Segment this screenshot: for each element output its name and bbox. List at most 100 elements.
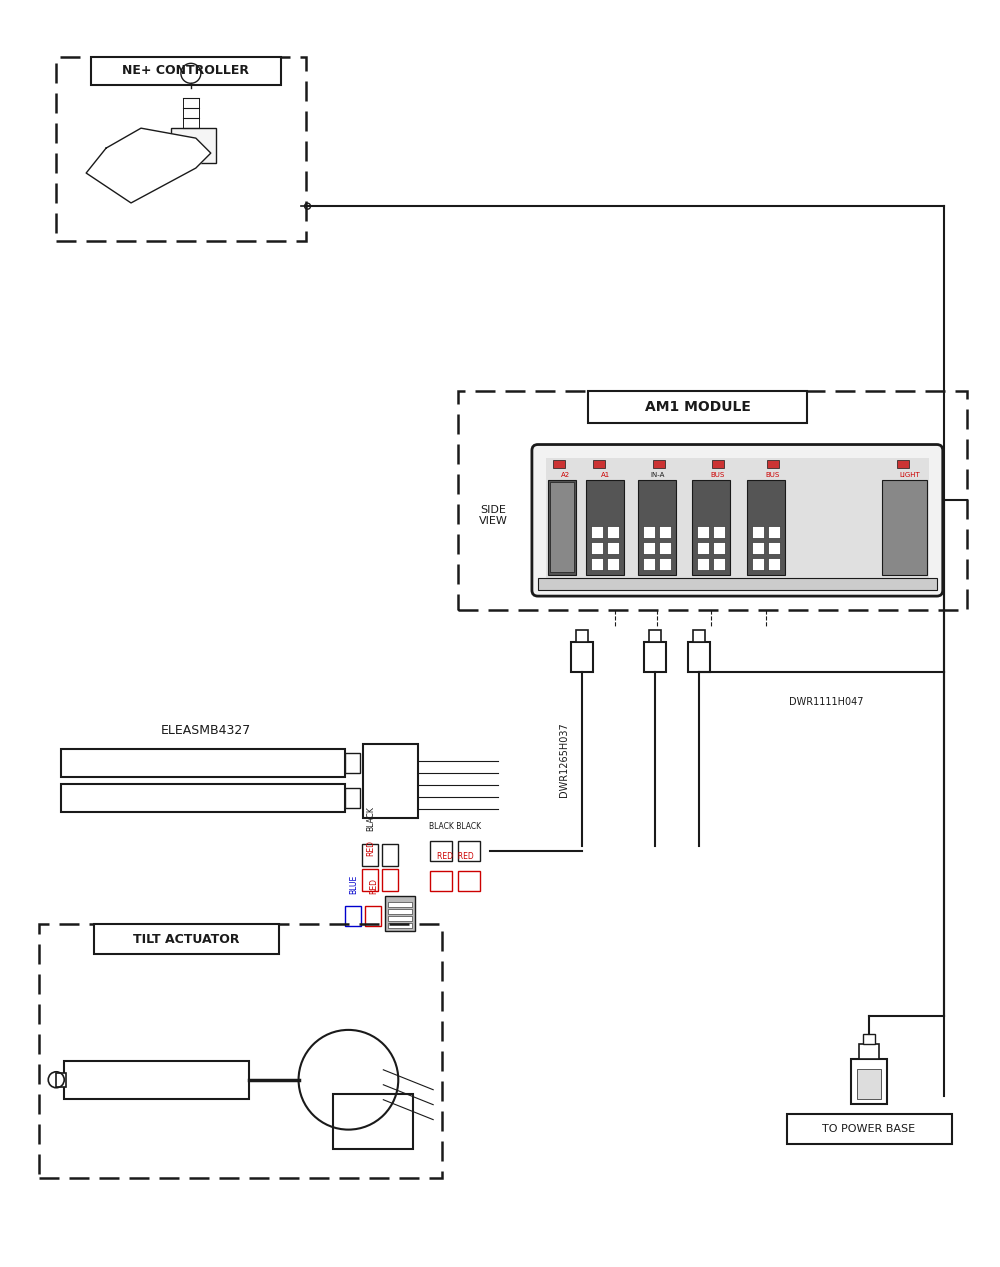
Bar	[553, 460, 565, 469]
Bar	[458, 841, 480, 862]
Bar	[576, 630, 588, 642]
Bar	[863, 1034, 875, 1044]
Text: RED: RED	[369, 878, 378, 895]
Bar	[697, 526, 709, 538]
Bar	[768, 526, 780, 538]
Bar	[64, 1060, 249, 1098]
Bar	[382, 869, 398, 891]
Bar	[571, 642, 593, 672]
Bar	[752, 526, 764, 538]
Text: AM1 MODULE: AM1 MODULE	[645, 399, 750, 413]
Bar	[362, 844, 378, 867]
Text: TO POWER BASE: TO POWER BASE	[822, 1124, 916, 1134]
Bar	[591, 559, 603, 570]
Text: SIDE
VIEW: SIDE VIEW	[479, 504, 507, 526]
Text: LIGHT: LIGHT	[899, 473, 920, 479]
Text: BLACK BLACK: BLACK BLACK	[429, 822, 481, 831]
Text: A1: A1	[601, 473, 610, 479]
Bar	[649, 630, 661, 642]
Bar	[94, 924, 279, 954]
Bar	[638, 480, 676, 575]
Bar	[607, 526, 619, 538]
Bar	[712, 460, 724, 469]
Bar	[591, 542, 603, 554]
Bar	[56, 57, 306, 241]
Bar	[713, 526, 725, 538]
Bar	[388, 902, 412, 907]
Bar	[458, 872, 480, 891]
Bar	[692, 480, 730, 575]
Bar	[859, 1044, 879, 1059]
Text: DWR1111H047: DWR1111H047	[789, 697, 864, 707]
Bar	[430, 841, 452, 862]
Bar	[546, 459, 929, 582]
Bar	[388, 916, 412, 921]
Bar	[345, 788, 360, 807]
Bar	[693, 630, 705, 642]
FancyBboxPatch shape	[532, 445, 943, 595]
Bar	[388, 924, 412, 929]
Bar	[897, 460, 909, 469]
Bar	[768, 559, 780, 570]
Bar	[747, 480, 785, 575]
Bar	[659, 526, 671, 538]
Bar	[607, 542, 619, 554]
Bar	[550, 483, 574, 573]
Bar	[345, 753, 360, 773]
Text: A2: A2	[561, 473, 570, 479]
Bar	[752, 542, 764, 554]
Text: ELEASMB4327: ELEASMB4327	[161, 723, 251, 736]
Bar	[643, 559, 655, 570]
Bar	[851, 1059, 887, 1104]
Bar	[61, 749, 345, 777]
Bar	[538, 578, 937, 590]
Text: IN-A: IN-A	[650, 473, 665, 479]
Bar	[688, 642, 710, 672]
Bar	[171, 128, 216, 163]
Bar	[588, 390, 807, 423]
Bar	[697, 542, 709, 554]
Bar	[39, 924, 442, 1178]
Bar	[385, 896, 415, 931]
Text: BUS: BUS	[765, 473, 779, 479]
Bar	[659, 559, 671, 570]
Bar	[607, 559, 619, 570]
Bar	[382, 844, 398, 867]
Bar	[697, 559, 709, 570]
Bar	[787, 1114, 952, 1144]
Bar	[91, 57, 281, 85]
Bar	[333, 1093, 413, 1149]
Bar	[61, 783, 345, 811]
Bar	[458, 390, 967, 611]
Text: TILT ACTUATOR: TILT ACTUATOR	[133, 933, 240, 945]
Bar	[548, 480, 576, 575]
Text: DWR1265H037: DWR1265H037	[559, 722, 569, 797]
Text: RED  RED: RED RED	[437, 853, 474, 862]
Bar	[643, 526, 655, 538]
Bar	[653, 460, 665, 469]
Bar	[56, 1073, 66, 1087]
Text: RED: RED	[366, 840, 375, 856]
Bar	[345, 906, 361, 926]
Text: NE+ CONTROLLER: NE+ CONTROLLER	[122, 65, 249, 77]
Bar	[430, 872, 452, 891]
Bar	[586, 480, 624, 575]
Bar	[882, 480, 927, 575]
Bar	[752, 559, 764, 570]
Bar	[659, 542, 671, 554]
Bar	[388, 910, 412, 915]
Bar	[767, 460, 779, 469]
Bar	[362, 869, 378, 891]
Bar	[857, 1069, 881, 1098]
Bar	[363, 744, 418, 818]
Text: BLUE: BLUE	[349, 875, 358, 895]
Bar	[643, 542, 655, 554]
Text: BLACK: BLACK	[366, 807, 375, 831]
Bar	[644, 642, 666, 672]
Bar	[713, 559, 725, 570]
Polygon shape	[86, 128, 211, 203]
Text: BUS: BUS	[710, 473, 725, 479]
Bar	[591, 526, 603, 538]
Bar	[768, 542, 780, 554]
Bar	[713, 542, 725, 554]
